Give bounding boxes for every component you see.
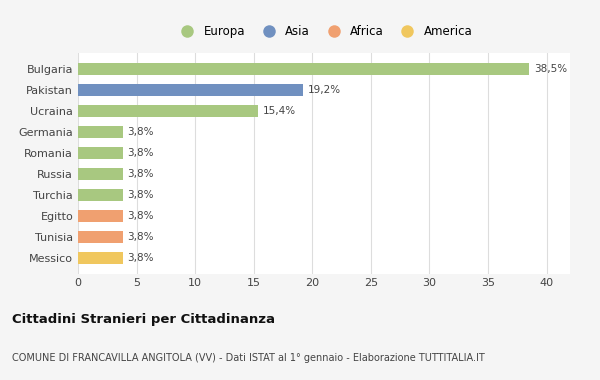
- Bar: [78, 252, 122, 264]
- Bar: [78, 63, 529, 75]
- Text: 3,8%: 3,8%: [127, 148, 154, 158]
- Bar: [78, 105, 259, 117]
- Text: 3,8%: 3,8%: [127, 127, 154, 137]
- Bar: [78, 189, 122, 201]
- Text: 3,8%: 3,8%: [127, 190, 154, 200]
- Text: Cittadini Stranieri per Cittadinanza: Cittadini Stranieri per Cittadinanza: [12, 314, 275, 326]
- Bar: [78, 84, 303, 96]
- Text: 38,5%: 38,5%: [533, 64, 567, 74]
- Text: 3,8%: 3,8%: [127, 169, 154, 179]
- Text: 3,8%: 3,8%: [127, 211, 154, 221]
- Bar: [78, 168, 122, 180]
- Bar: [78, 231, 122, 242]
- Bar: [78, 126, 122, 138]
- Text: COMUNE DI FRANCAVILLA ANGITOLA (VV) - Dati ISTAT al 1° gennaio - Elaborazione TU: COMUNE DI FRANCAVILLA ANGITOLA (VV) - Da…: [12, 353, 485, 363]
- Bar: [78, 147, 122, 159]
- Text: 15,4%: 15,4%: [263, 106, 296, 116]
- Text: 19,2%: 19,2%: [308, 85, 341, 95]
- Text: 3,8%: 3,8%: [127, 253, 154, 263]
- Bar: [78, 210, 122, 222]
- Text: 3,8%: 3,8%: [127, 232, 154, 242]
- Legend: Europa, Asia, Africa, America: Europa, Asia, Africa, America: [175, 25, 473, 38]
